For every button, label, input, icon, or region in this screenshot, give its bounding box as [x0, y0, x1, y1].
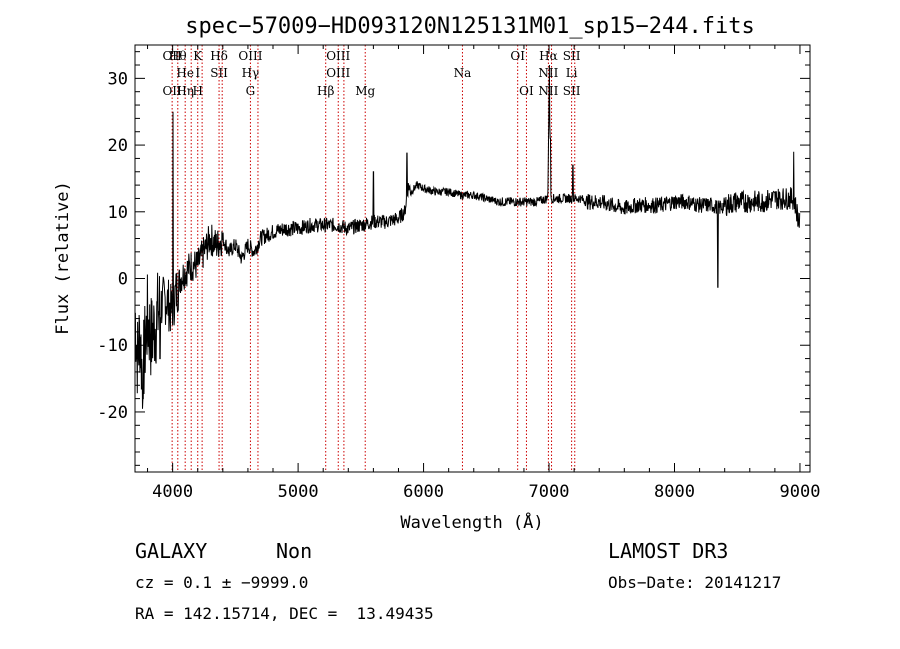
y-tick-label: -10: [97, 336, 128, 356]
y-tick-label: -20: [97, 403, 128, 423]
line-marker-label: Hγ: [242, 66, 260, 80]
line-marker-label: NII: [538, 84, 558, 98]
line-marker-label: Mg: [355, 84, 375, 98]
line-marker-label: G: [246, 84, 256, 98]
line-marker-label: OI: [510, 49, 525, 63]
line-marker-label: SII: [563, 49, 581, 63]
y-tick-label: 0: [118, 270, 128, 290]
line-marker-label: Li: [566, 66, 578, 80]
line-marker-label: Hδ: [210, 49, 228, 63]
y-tick-label: 20: [108, 136, 128, 156]
plot-frame: [134, 44, 811, 473]
line-marker-label: OIII: [326, 49, 350, 63]
chart-title: spec−57009−HD093120N125131M01_sp15−244.f…: [185, 14, 755, 39]
y-tick-label: 30: [108, 69, 128, 89]
line-marker-label: Na: [454, 66, 472, 80]
x-tick-label: 6000: [403, 482, 444, 502]
line-marker-label: OII: [162, 84, 182, 98]
object-subclass: Non: [276, 539, 313, 563]
object-class: GALAXY: [135, 539, 208, 563]
line-marker-label: I: [195, 66, 200, 80]
line-marker-label: OII: [162, 49, 182, 63]
x-tick-label: 9000: [779, 482, 820, 502]
x-tick-label: 8000: [654, 482, 695, 502]
line-marker-label: Hβ: [317, 84, 334, 98]
line-marker-label: OIII: [326, 66, 350, 80]
x-tick-label: 7000: [529, 482, 570, 502]
survey-label: LAMOST DR3: [608, 539, 729, 563]
redshift-value: cz = 0.1 ± −9999.0: [135, 573, 309, 592]
x-axis-label: Wavelength (Å): [400, 511, 543, 533]
line-marker-label: SII: [210, 66, 228, 80]
y-tick-label: 10: [108, 203, 128, 223]
line-marker-label: Hα: [539, 49, 558, 63]
line-marker-label: H: [192, 84, 202, 98]
line-marker-layer: [171, 45, 576, 472]
line-marker-label: K: [193, 49, 203, 63]
line-marker-label: He: [176, 66, 194, 80]
line-marker-label: NII: [538, 66, 558, 80]
x-tick-label: 4000: [152, 482, 193, 502]
line-marker-label: Hη: [176, 84, 194, 98]
coordinates: RA = 142.15714, DEC = 13.49435: [135, 604, 434, 623]
y-axis-label: Flux (relative): [53, 181, 73, 335]
x-axis-ticks: 4000 5000 6000 7000 8000 9000: [147, 45, 820, 502]
line-marker-label: OI: [519, 84, 534, 98]
observation-date: Obs−Date: 20141217: [608, 573, 782, 592]
spectrum-line: [134, 64, 801, 409]
y-axis-ticks: -20 -10 0 10 20 30: [97, 51, 810, 466]
line-marker-label: SII: [563, 84, 581, 98]
x-tick-label: 5000: [278, 482, 319, 502]
line-marker-label: Hθ: [169, 49, 187, 63]
line-marker-label: OIII: [238, 49, 262, 63]
